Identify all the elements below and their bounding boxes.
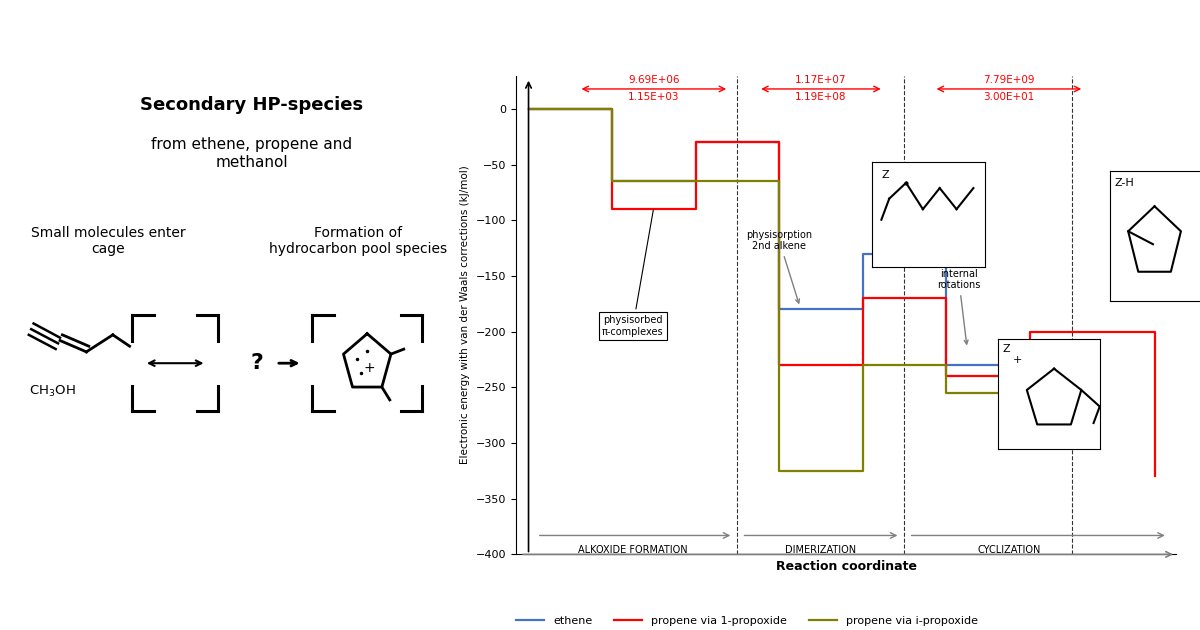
Text: 1.15E+03: 1.15E+03: [628, 93, 679, 102]
Text: internal
rotations: internal rotations: [937, 268, 980, 344]
Text: 7.79E+09: 7.79E+09: [983, 74, 1034, 84]
Text: Secondary HP-species: Secondary HP-species: [140, 96, 364, 114]
Y-axis label: Electronic energy with van der Waals corrections (kJ/mol): Electronic energy with van der Waals cor…: [461, 166, 470, 464]
Text: 9.69E+06: 9.69E+06: [628, 74, 679, 84]
Text: 1.17E+07: 1.17E+07: [796, 74, 847, 84]
Text: Formation of
hydrocarbon pool species: Formation of hydrocarbon pool species: [269, 226, 446, 256]
Legend: ethene, propene via 1-propoxide, propene via i-propoxide: ethene, propene via 1-propoxide, propene…: [511, 611, 983, 630]
X-axis label: Reaction coordinate: Reaction coordinate: [775, 560, 917, 573]
Text: physisorption
2nd alkene: physisorption 2nd alkene: [746, 229, 812, 303]
Text: DIMERIZATION: DIMERIZATION: [785, 546, 857, 556]
Text: CYCLIZATION: CYCLIZATION: [977, 546, 1040, 556]
Text: Small molecules enter
cage: Small molecules enter cage: [31, 226, 185, 256]
Text: from ethene, propene and
methanol: from ethene, propene and methanol: [151, 137, 353, 169]
Text: physisorbed
π-complexes: physisorbed π-complexes: [602, 210, 664, 336]
Text: 3.00E+01: 3.00E+01: [983, 93, 1034, 102]
Text: CH$_3$OH: CH$_3$OH: [30, 384, 76, 399]
Text: ?: ?: [251, 353, 263, 373]
Text: ALKOXIDE FORMATION: ALKOXIDE FORMATION: [578, 546, 688, 556]
Text: 1.19E+08: 1.19E+08: [796, 93, 847, 102]
Text: +: +: [364, 361, 376, 375]
